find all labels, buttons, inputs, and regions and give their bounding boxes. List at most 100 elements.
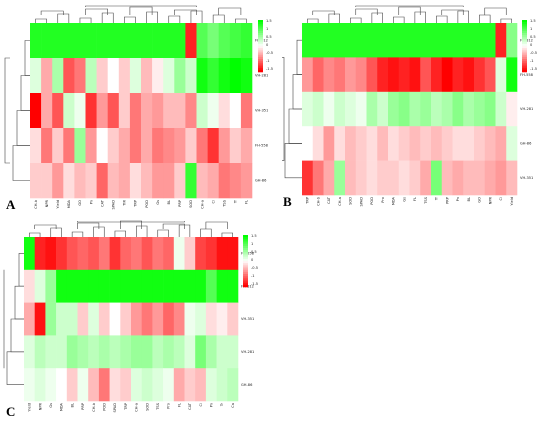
heatmap-cell (463, 23, 475, 58)
heatmap-cell (441, 23, 453, 58)
column-label: CH-a (200, 200, 204, 209)
heatmap-cell (240, 23, 253, 59)
heatmap-cell (77, 237, 89, 271)
heatmap-cell (163, 302, 175, 336)
heatmap-cell (74, 23, 86, 59)
legend-tick-label: 1 (251, 242, 253, 246)
heatmap-cell (484, 57, 496, 93)
heatmap-cell (107, 128, 120, 164)
heatmap-cell (85, 23, 97, 59)
heatmap-cell (174, 23, 186, 59)
heatmap-cell (163, 23, 175, 59)
heatmap-cell (66, 302, 78, 336)
heatmap-cell (85, 93, 97, 129)
heatmap-cell (120, 335, 132, 369)
heatmap-cell (184, 269, 196, 303)
heatmap-cell (484, 23, 496, 58)
heatmap-cell (398, 126, 410, 161)
heatmap-cell (495, 23, 507, 58)
heatmap-cell (96, 93, 108, 129)
heatmap-cell (185, 93, 197, 129)
heatmap-cell (63, 163, 75, 199)
heatmap-cell (24, 302, 35, 336)
row-label: VH-281 (241, 350, 254, 354)
row-dendrogram (4, 40, 30, 181)
column-label: POD (145, 200, 149, 208)
heatmap-cell (388, 91, 400, 127)
heatmap-cell (196, 58, 208, 94)
heatmap-cell (196, 163, 208, 199)
legend-tick-label: -1.5 (530, 67, 537, 71)
heatmap-cell (495, 160, 507, 196)
column-label: MDA (392, 196, 396, 205)
heatmap-cell (409, 160, 421, 196)
heatmap-cell (88, 237, 100, 271)
column-label: PRP (178, 199, 182, 207)
heatmap-cell (205, 237, 217, 271)
heatmap-cell (152, 93, 164, 129)
heatmap-cell (34, 302, 46, 336)
heatmap-cell (77, 368, 89, 402)
heatmap-cell (131, 237, 142, 271)
heatmap-cell (34, 335, 46, 369)
heatmap-cell (163, 58, 175, 94)
heatmap-cell (240, 128, 253, 164)
heatmap-cell (409, 126, 421, 161)
heatmap-cell (334, 91, 346, 127)
heatmap-cell (30, 163, 42, 199)
heatmap-cell (207, 23, 219, 59)
heatmap-cell (216, 368, 228, 402)
column-dendrogram (307, 5, 512, 23)
column-label: TSS (424, 196, 428, 204)
heatmap-cell (56, 302, 68, 336)
heatmap-cell (77, 335, 89, 369)
heatmap-cell (163, 163, 175, 199)
heatmap-cell (227, 269, 239, 303)
heatmap-cell (118, 93, 131, 129)
heatmap-cell (345, 160, 357, 196)
heatmap-cell (420, 91, 432, 127)
heatmap-cell (506, 160, 518, 196)
row-label: VH-351 (241, 317, 254, 321)
heatmap-cell (474, 126, 486, 161)
heatmap-cell (129, 23, 142, 59)
heatmap-cell (195, 237, 207, 271)
heatmap-cell (452, 91, 464, 127)
heatmap-cell (45, 335, 57, 369)
heatmap-cell (141, 269, 153, 303)
heatmap-panel-b: FH-812FH-558VH-281GH-86VH-351TRPCH-bCATC… (282, 5, 537, 209)
heatmap-cell (141, 302, 153, 336)
column-label: FL (413, 197, 417, 201)
column-label: Tr (435, 196, 439, 201)
heatmap-cell (302, 57, 314, 93)
heatmap-cell (366, 91, 378, 127)
heatmap-cell (109, 335, 121, 369)
column-label: Pro (381, 197, 385, 203)
heatmap-cell (195, 368, 207, 402)
heatmap-cell (452, 160, 464, 196)
heatmap-cell (377, 91, 389, 127)
heatmap-cell (229, 58, 242, 94)
heatmap-cell (207, 93, 219, 129)
column-label: Ci (211, 200, 215, 204)
heatmap-cell (184, 302, 196, 336)
column-label: CAT (188, 402, 192, 410)
column-label: SOD (349, 197, 353, 205)
heatmap-panel-a: FH-812VH-281VH-351FH-558GH-86CH-bNPRYiel… (4, 5, 273, 212)
heatmap-cell (229, 163, 242, 199)
heatmap-cell (152, 335, 164, 369)
heatmap-cell (218, 93, 231, 129)
heatmap-cell (30, 58, 42, 94)
column-label: TRP (124, 402, 128, 411)
row-label: VH-281 (520, 107, 533, 111)
column-label: Ci (199, 403, 203, 407)
heatmap-cell (30, 23, 42, 59)
heatmap-cell (484, 91, 496, 127)
column-label: PRP (81, 402, 85, 410)
heatmap-cell (141, 23, 153, 59)
heatmap-cell (52, 163, 64, 199)
heatmap-cell (441, 126, 453, 161)
heatmap-cell (312, 126, 324, 161)
heatmap-cell (441, 57, 453, 93)
heatmap-cell (334, 23, 346, 58)
